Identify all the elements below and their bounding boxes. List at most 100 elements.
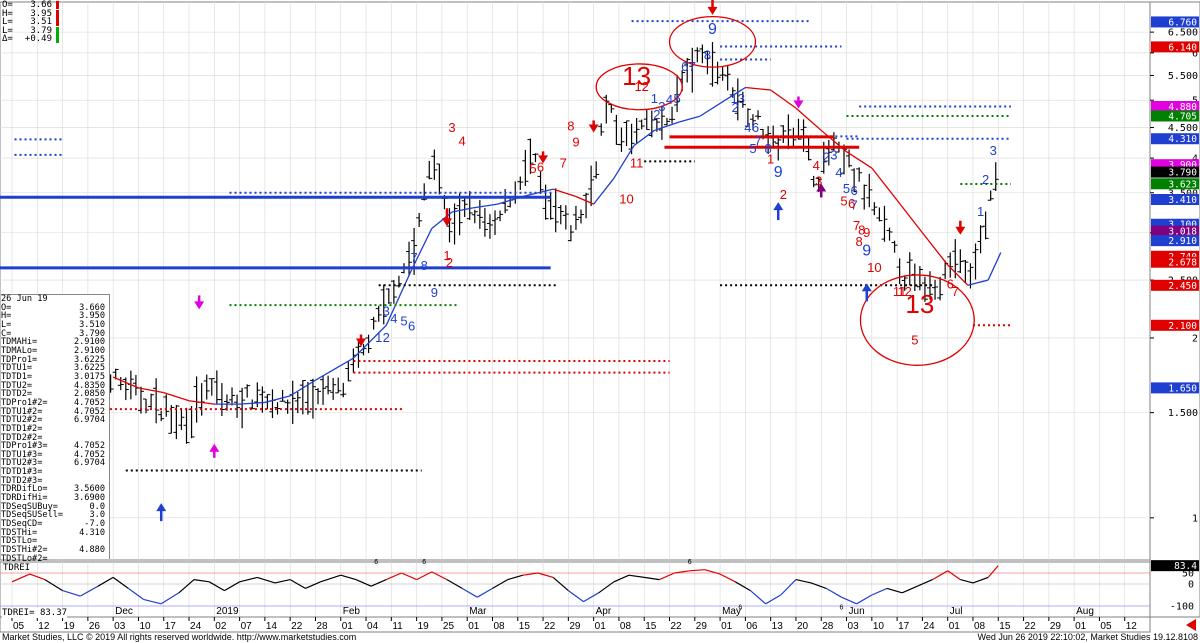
td-sequence-number: 2 xyxy=(446,255,453,270)
x-tick-label: 29 xyxy=(1050,621,1062,632)
month-label: Mar xyxy=(469,606,487,617)
x-tick-label: 05 xyxy=(13,621,25,632)
tdrei-line-segment xyxy=(11,573,30,583)
td-sequence-number: 1 xyxy=(443,248,450,263)
moving-average-segment xyxy=(871,167,898,201)
x-tick-label: 15 xyxy=(519,621,531,632)
x-tick-label: 29 xyxy=(696,621,708,632)
scroll-left-arrow-icon[interactable] xyxy=(1186,619,1196,631)
tdrei-line-segment xyxy=(239,576,258,583)
indicator-key: TDMAHi= xyxy=(1,337,38,348)
indicator-value: 3.6900 xyxy=(73,493,105,504)
tdrei-title: TDREI xyxy=(3,563,31,573)
indicator-key: TDPro1#2= xyxy=(1,397,48,408)
x-tick-label: 24 xyxy=(923,621,935,632)
y-axis-strip xyxy=(1149,1,1200,618)
x-tick-label: 24 xyxy=(190,621,202,632)
x-tick-label: 22 xyxy=(291,621,303,632)
tdrei-line-segment xyxy=(659,572,675,581)
td-sequence-number: 7 xyxy=(853,218,860,233)
indicator-value: 3.6225 xyxy=(73,354,105,365)
td-sequence-number: 9 xyxy=(431,285,438,300)
tdrei-line-segment xyxy=(537,572,554,578)
up-arrow-icon xyxy=(209,443,220,452)
price-badge-label: 4.705 xyxy=(1168,111,1197,122)
tdrei-line-segment xyxy=(987,565,999,578)
td-sequence-number: 3 xyxy=(990,143,997,158)
tdrei-line-segment xyxy=(44,579,63,592)
x-tick-label: 19 xyxy=(64,621,76,632)
ohlc-color-bar xyxy=(56,35,59,44)
indicator-key: TDSeqSUBuy= xyxy=(1,501,58,512)
td-sequence-number: 8 xyxy=(704,47,711,62)
x-tick-label: 01 xyxy=(342,621,354,632)
tdrei-mark: 6 xyxy=(688,559,692,566)
tdrei-line-segment xyxy=(765,594,782,605)
y-tick-label: 4.500 xyxy=(1168,123,1198,134)
td-sequence-number: 9 xyxy=(572,135,579,150)
x-tick-label: 11 xyxy=(392,621,403,632)
indicator-key: TDPro1#3= xyxy=(1,441,48,452)
up-arrow-icon xyxy=(861,283,872,292)
moving-average-segment xyxy=(472,203,498,209)
tdrei-line-segment xyxy=(583,592,600,603)
x-tick-label: 01 xyxy=(468,621,480,632)
indicator-key: TDTU2#2= xyxy=(1,415,43,426)
indicator-value: 3.510 xyxy=(79,319,105,330)
x-tick-label: 22 xyxy=(544,621,556,632)
td-sequence-number: 6 xyxy=(848,196,855,211)
month-label: Jul xyxy=(950,606,963,617)
indicator-row: C= 3.790 xyxy=(1,329,109,339)
indicator-key: TDTD1= xyxy=(1,371,33,382)
down-arrow-icon xyxy=(955,226,966,235)
ohlc-value: 3.51 xyxy=(30,17,52,28)
td-sequence-number: 6 xyxy=(947,277,954,292)
tdrei-line-segment xyxy=(305,581,321,589)
indicator-row: TDSeqSUSell= 3.0 xyxy=(1,511,109,520)
price-badge-label: 6.140 xyxy=(1168,42,1197,53)
td-sequence-number: 4 xyxy=(459,133,466,148)
copyright-footer: Market Studies, LLC © 2019 All rights re… xyxy=(2,632,357,642)
indicator-key: TDTU2#3= xyxy=(1,458,43,469)
indicator-value: 3.0 xyxy=(89,510,105,521)
price-badge xyxy=(1151,235,1199,247)
x-tick-label: 19 xyxy=(418,621,430,632)
tdrei-line-segment xyxy=(674,570,690,574)
td-sequence-number: 1 xyxy=(977,204,984,219)
indicator-value: 6.9704 xyxy=(73,458,105,469)
indicator-key: TDRDifHi= xyxy=(1,493,48,504)
indicator-row: TDTD1#2= xyxy=(1,425,109,434)
y-tick-label: 6.500 xyxy=(1168,28,1198,39)
moving-average-segment xyxy=(699,99,726,117)
indicator-value: 2.9100 xyxy=(73,345,105,356)
y-tick-label: 3.500 xyxy=(1168,188,1198,199)
indicator-row: TDTD1= 3.0175 xyxy=(1,373,109,382)
x-tick-label: 01 xyxy=(1075,621,1087,632)
price-pane xyxy=(0,1,1151,561)
tdrei-line-segment xyxy=(29,573,46,581)
ohlc-color-bar xyxy=(56,18,59,27)
x-tick-label: 22 xyxy=(1025,621,1037,632)
td-sequence-number: 4 xyxy=(390,311,397,326)
x-tick-label: 20 xyxy=(797,621,809,632)
price-badge xyxy=(1151,110,1199,122)
down-arrow-icon xyxy=(355,338,366,347)
td-sequence-number: 5 xyxy=(843,181,850,196)
indicator-key: TDTU1#2= xyxy=(1,406,43,417)
indicator-row: TDPro1#2= 4.7052 xyxy=(1,399,109,408)
x-axis-strip xyxy=(0,616,1151,633)
tdrei-value-readout: TDREI= 83.37 xyxy=(2,608,68,618)
price-badge xyxy=(1151,159,1199,171)
indicator-row: TDSTHi= 4.310 xyxy=(1,529,109,538)
down-arrow-icon xyxy=(707,6,718,15)
tdrei-line-segment xyxy=(160,592,180,605)
ohlc-key: H= xyxy=(2,8,13,19)
indicator-key: TDPro1= xyxy=(1,354,38,365)
indicator-row: TDSTHi#2= 4.880 xyxy=(1,546,109,555)
td-sequence-number: 13 xyxy=(905,289,934,319)
tdrei-line-segment xyxy=(386,572,402,581)
tdrei-value-label: TDREI= xyxy=(2,608,35,618)
tdrei-line-segment xyxy=(79,585,99,597)
tdrei-line-segment xyxy=(62,590,81,597)
